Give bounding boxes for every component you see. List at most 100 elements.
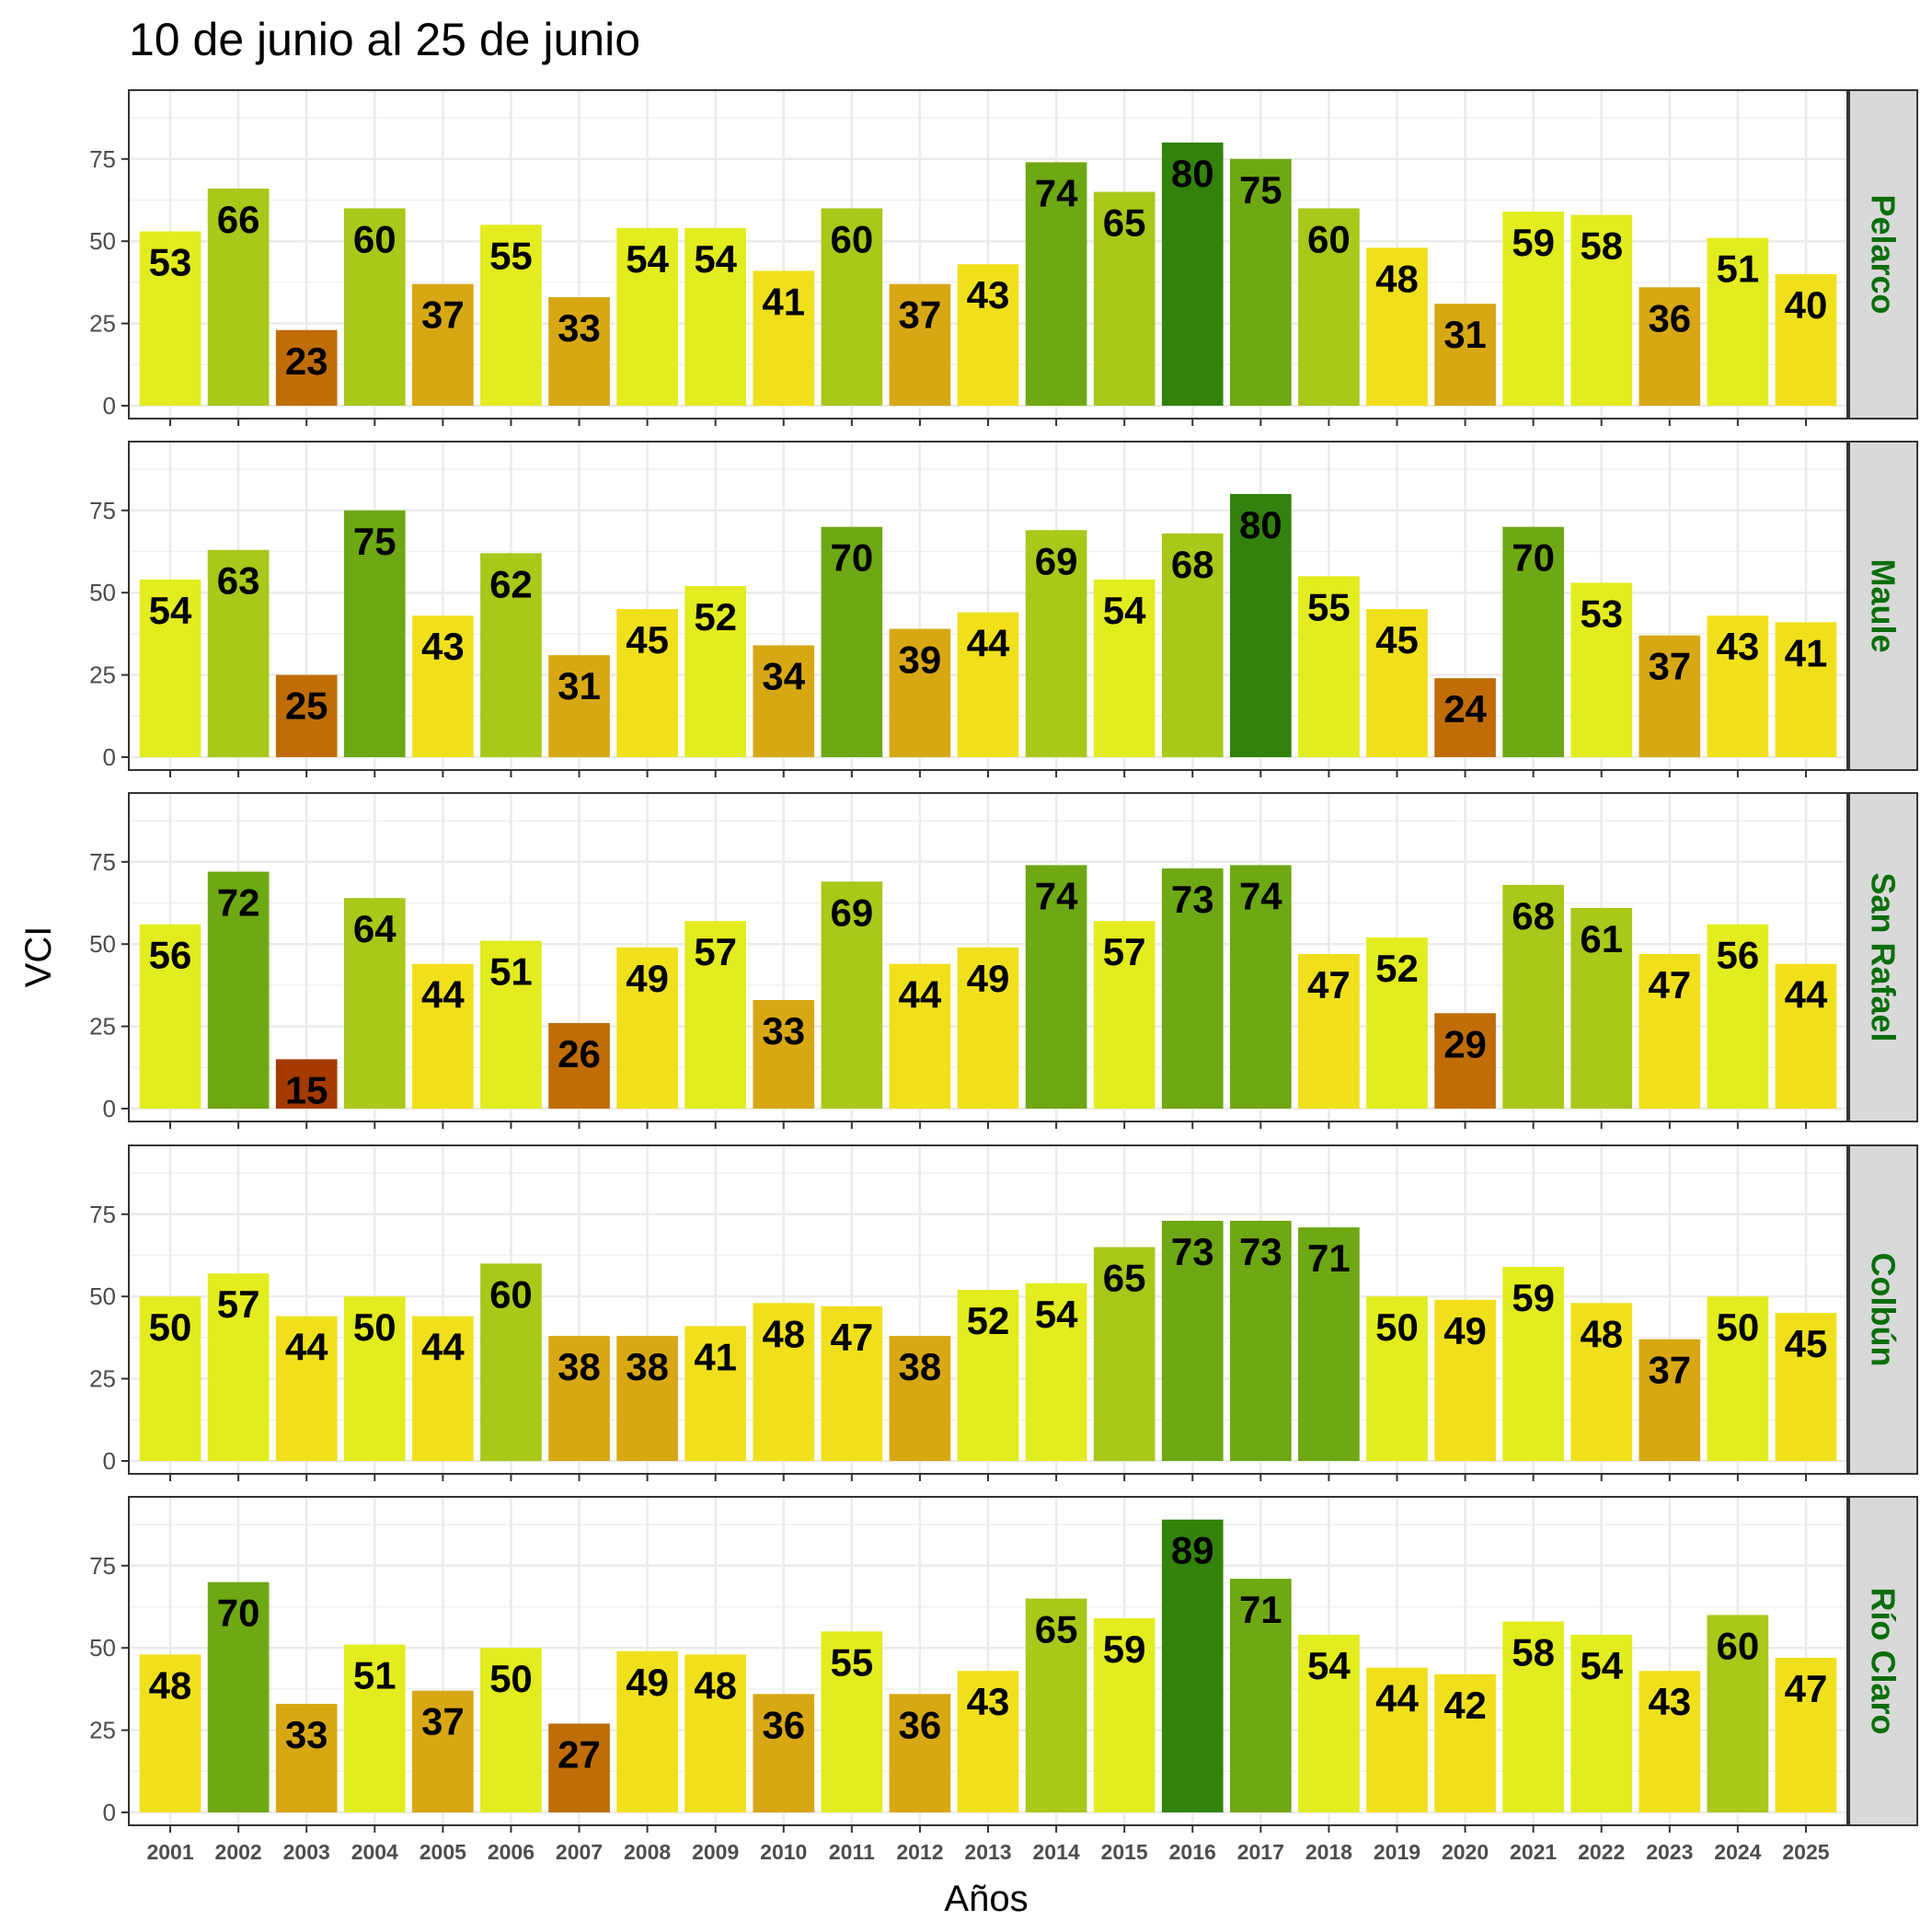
bar — [139, 579, 201, 757]
bar — [1570, 582, 1633, 757]
bar — [1093, 191, 1156, 406]
bar — [343, 510, 406, 757]
facet-panel: 48 70 33 51 37 50 27 49 48 36 55 36 43 65 59 89 71 54 44 42… — [89, 1496, 1918, 1833]
y-tick-label: 50 — [89, 930, 116, 958]
x-tick-label: 2012 — [896, 1840, 943, 1864]
bar-label: 74 — [1035, 874, 1078, 917]
bar — [1093, 921, 1156, 1109]
bar — [1502, 884, 1564, 1109]
bar — [548, 655, 610, 757]
x-tick-label: 2023 — [1646, 1840, 1693, 1864]
bar-label: 60 — [1717, 1624, 1760, 1667]
y-axis-title: VCI — [18, 926, 59, 988]
bar — [1775, 963, 1837, 1109]
bar-label: 50 — [489, 1657, 533, 1700]
bar-label: 71 — [1239, 1588, 1282, 1631]
bar — [957, 1671, 1019, 1812]
bar-label: 38 — [558, 1345, 601, 1388]
x-tick-label: 2008 — [624, 1840, 671, 1864]
bar-label: 43 — [421, 625, 465, 668]
bar — [1298, 1227, 1360, 1461]
bar-label: 34 — [762, 654, 805, 697]
y-tick-label: 0 — [103, 1447, 116, 1475]
bar-label: 50 — [1717, 1305, 1760, 1349]
bar — [957, 264, 1019, 406]
bar-label: 54 — [1035, 1293, 1078, 1336]
bar-label: 73 — [1171, 878, 1214, 921]
bar-label: 75 — [353, 520, 397, 563]
bar-label: 47 — [1648, 963, 1691, 1006]
bar-label: 66 — [217, 198, 260, 241]
facet-panels: 53 66 23 60 37 55 33 54 54 41 60 37 43 74 65 80 75 60 48 31… — [89, 89, 1918, 1833]
bar-label: 65 — [1103, 201, 1146, 245]
x-tick-label: 2019 — [1374, 1840, 1420, 1864]
bar — [1570, 907, 1633, 1109]
x-tick-label: 2015 — [1101, 1840, 1148, 1864]
bar — [957, 947, 1019, 1109]
bar-label: 42 — [1443, 1684, 1487, 1727]
bar-label: 26 — [558, 1032, 601, 1075]
bar — [1707, 237, 1769, 406]
x-tick-label: 2007 — [556, 1840, 603, 1864]
bar — [480, 1648, 542, 1812]
y-tick-label: 0 — [103, 1095, 116, 1122]
bar-label: 57 — [1103, 930, 1146, 973]
bar-label: 51 — [489, 950, 533, 994]
x-tick-label: 2005 — [420, 1840, 466, 1864]
bar-label: 43 — [967, 273, 1010, 316]
x-tick-label: 2002 — [215, 1840, 262, 1864]
bar — [616, 947, 678, 1109]
bar-label: 56 — [1717, 934, 1760, 977]
bar-label: 57 — [217, 1282, 260, 1326]
bar — [1161, 142, 1224, 407]
bar-label: 37 — [421, 1700, 465, 1743]
facet-strip — [1848, 1496, 1918, 1826]
bar-label: 48 — [149, 1663, 192, 1707]
bar — [616, 609, 678, 757]
x-tick-label: 2017 — [1237, 1840, 1284, 1864]
bar-label: 54 — [626, 237, 669, 281]
bar — [889, 1694, 951, 1812]
bar-label: 33 — [558, 306, 601, 350]
bar-label: 58 — [1512, 1631, 1555, 1674]
bar — [1025, 162, 1087, 406]
bar — [1229, 493, 1292, 757]
bar-label: 59 — [1512, 1276, 1555, 1319]
bar-label: 70 — [217, 1592, 260, 1635]
bar — [957, 1290, 1019, 1461]
bar — [753, 645, 815, 757]
bar-label: 65 — [1035, 1608, 1078, 1651]
bar-label: 43 — [967, 1680, 1010, 1723]
y-tick-label: 25 — [89, 310, 116, 338]
bar-label: 55 — [1307, 585, 1351, 628]
x-tick-label: 2009 — [692, 1840, 739, 1864]
bar-label: 64 — [353, 907, 397, 950]
bar — [684, 921, 747, 1109]
bar-label: 73 — [1239, 1230, 1282, 1273]
facet-strip-label: San Rafael — [1865, 872, 1903, 1041]
bar — [889, 283, 951, 406]
bar — [1434, 1299, 1496, 1461]
x-tick-label: 2020 — [1442, 1840, 1489, 1864]
bar — [1366, 247, 1428, 406]
bar — [616, 1650, 678, 1812]
bar-label: 55 — [830, 1640, 873, 1684]
bar-label: 51 — [353, 1654, 397, 1697]
y-tick-label: 25 — [89, 661, 116, 689]
bar — [548, 296, 610, 406]
facet-strip — [1848, 792, 1918, 1122]
x-tick-label: 2010 — [760, 1840, 807, 1864]
bar — [1502, 212, 1564, 406]
x-tick-label: 2024 — [1714, 1840, 1761, 1864]
bar-label: 50 — [353, 1305, 397, 1349]
y-tick-label: 75 — [89, 1552, 116, 1580]
x-tick-label: 2003 — [283, 1840, 330, 1864]
y-tick-label: 25 — [89, 1717, 116, 1744]
bar — [1366, 937, 1428, 1109]
bar — [139, 1654, 201, 1812]
bar — [821, 526, 883, 757]
y-tick-label: 50 — [89, 227, 116, 255]
bar — [1502, 526, 1564, 757]
bar — [139, 924, 201, 1109]
bar — [412, 615, 474, 757]
